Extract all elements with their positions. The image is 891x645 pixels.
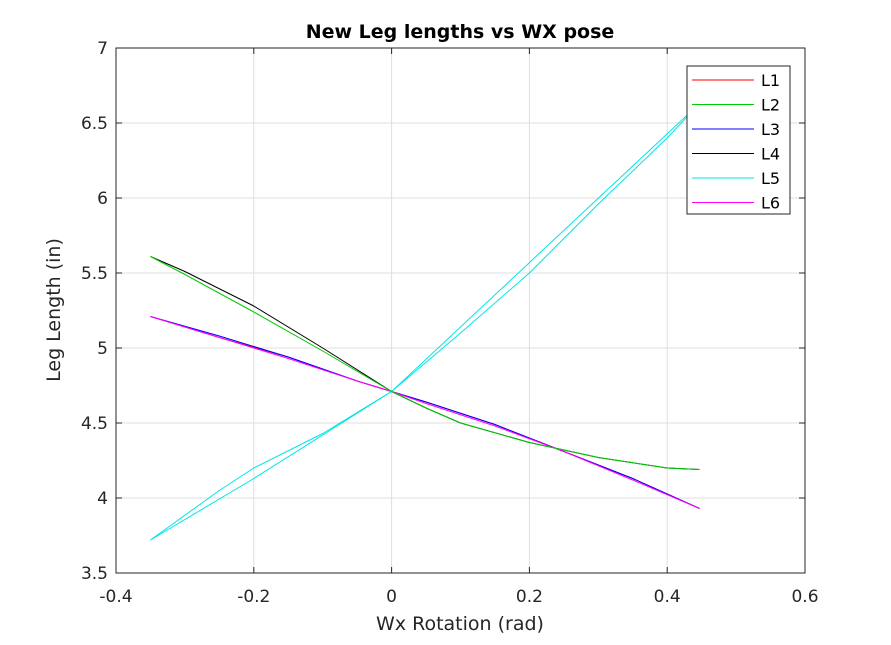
y-tick-label: 4 (97, 489, 108, 509)
x-tick-label: 0.6 (791, 587, 818, 607)
legend-label-l1: L1 (761, 71, 780, 90)
x-tick-label: -0.4 (99, 587, 132, 607)
x-tick-label: 0.2 (516, 587, 543, 607)
legend-label-l2: L2 (761, 96, 780, 115)
y-tick-label: 6.5 (81, 114, 108, 134)
series-line-l3 (150, 316, 700, 509)
legend-label-l5: L5 (761, 169, 780, 188)
x-tick-label: -0.2 (237, 587, 270, 607)
series-line-l6 (150, 316, 700, 509)
legend-label-l6: L6 (761, 194, 780, 213)
y-tick-label: 7 (97, 39, 108, 59)
legend-label-l3: L3 (761, 120, 780, 139)
plot-frame (115, 47, 806, 574)
legend-label-l4: L4 (761, 145, 780, 164)
y-axis-title: Leg Length (in) (43, 238, 65, 382)
series-line-l5 (150, 103, 700, 541)
chart-title: New Leg lengths vs WX pose (306, 21, 615, 43)
series-line-extra (150, 103, 700, 541)
axis-ticks: -0.4 -0.2 0 0.2 0.4 0.6 3.5 4 4.5 5 5.5 6 6.5 7 (81, 39, 819, 607)
series-lines (150, 103, 700, 541)
x-tick-label: 0.4 (654, 587, 681, 607)
series-line-l2 (150, 256, 700, 470)
legend-box (686, 65, 791, 215)
x-tick-label: 0 (386, 587, 397, 607)
y-tick-label: 4.5 (81, 414, 108, 434)
y-tick-label: 3.5 (81, 564, 108, 584)
y-tick-label: 5.5 (81, 264, 108, 284)
legend: L1 L2 L3 L4 L5 L6 (686, 65, 791, 215)
y-tick-label: 6 (97, 189, 108, 209)
y-tick-label: 5 (97, 339, 108, 359)
x-axis-title: Wx Rotation (rad) (376, 613, 544, 635)
